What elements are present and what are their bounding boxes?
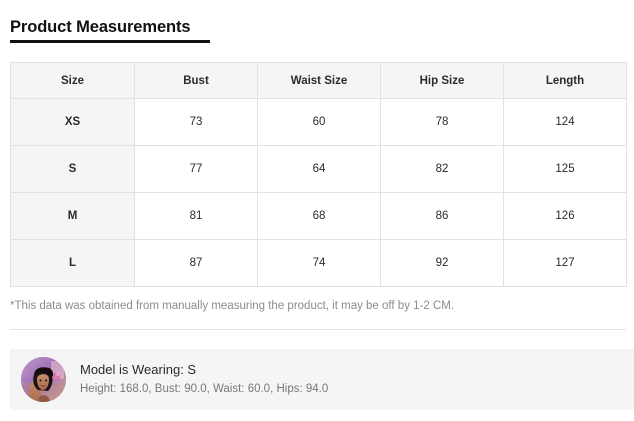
column-header-waist: Waist Size — [257, 62, 381, 99]
cell-hip: 78 — [380, 98, 504, 146]
cell-waist: 68 — [257, 192, 381, 240]
cell-length: 125 — [503, 145, 627, 193]
page-title: Product Measurements — [10, 18, 191, 36]
model-avatar-photo-icon — [21, 357, 66, 402]
cell-length: 127 — [503, 239, 627, 287]
model-info-card: Model is Wearing: S Height: 168.0, Bust:… — [10, 349, 634, 410]
page-title-block: Product Measurements — [10, 17, 210, 43]
model-wearing-size: Model is Wearing: S — [80, 362, 197, 377]
column-header-size: Size — [10, 62, 135, 99]
table-row: XS 73 60 78 124 — [10, 98, 627, 146]
cell-size: M — [10, 192, 135, 240]
table-row: M 81 68 86 126 — [10, 192, 627, 240]
table-body: XS 73 60 78 124 S 77 64 82 125 M 81 68 8… — [10, 98, 627, 287]
cell-size: L — [10, 239, 135, 287]
table-row: S 77 64 82 125 — [10, 145, 627, 193]
measurements-table: Size Bust Waist Size Hip Size Length XS … — [10, 62, 627, 287]
section-divider — [10, 329, 626, 330]
cell-length: 124 — [503, 98, 627, 146]
title-underline-rule — [10, 40, 210, 43]
column-header-length: Length — [503, 62, 627, 99]
cell-bust: 73 — [134, 98, 258, 146]
measurement-disclaimer: *This data was obtained from manually me… — [10, 300, 455, 312]
cell-waist: 60 — [257, 98, 381, 146]
model-info-text: Model is Wearing: S Height: 168.0, Bust:… — [80, 361, 328, 398]
model-body-measurements: Height: 168.0, Bust: 90.0, Waist: 60.0, … — [80, 383, 329, 395]
table-header-row: Size Bust Waist Size Hip Size Length — [10, 62, 627, 99]
cell-hip: 92 — [380, 239, 504, 287]
table-header: Size Bust Waist Size Hip Size Length — [10, 62, 627, 99]
table-row: L 87 74 92 127 — [10, 239, 627, 287]
cell-bust: 87 — [134, 239, 258, 287]
column-header-bust: Bust — [134, 62, 258, 99]
cell-bust: 77 — [134, 145, 258, 193]
cell-hip: 82 — [380, 145, 504, 193]
cell-waist: 74 — [257, 239, 381, 287]
cell-waist: 64 — [257, 145, 381, 193]
cell-size: XS — [10, 98, 135, 146]
column-header-hip: Hip Size — [380, 62, 504, 99]
cell-bust: 81 — [134, 192, 258, 240]
cell-size: S — [10, 145, 135, 193]
cell-hip: 86 — [380, 192, 504, 240]
cell-length: 126 — [503, 192, 627, 240]
